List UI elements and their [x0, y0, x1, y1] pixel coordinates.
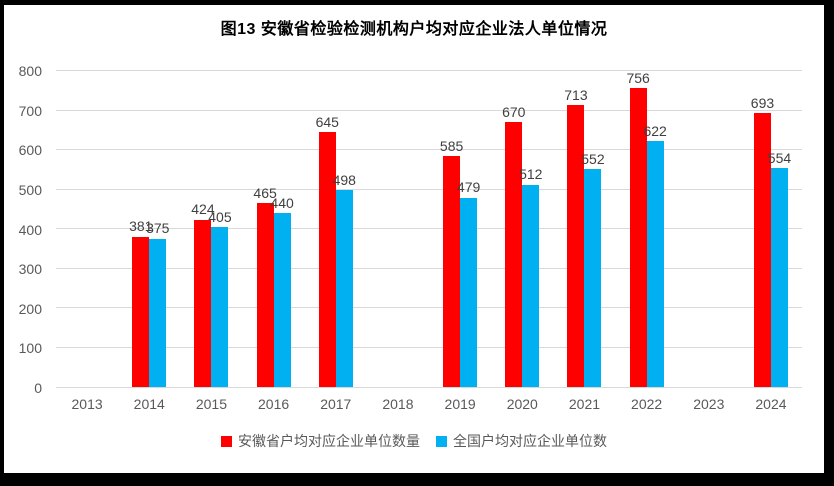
legend-label: 安徽省户均对应企业单位数量 [238, 433, 420, 449]
legend-item-0: 安徽省户均对应企业单位数量 [221, 431, 420, 451]
y-tick-label: 700 [18, 102, 42, 119]
x-tick-label-2017: 2017 [320, 396, 352, 412]
category-slot-2015: 424 405 [180, 71, 242, 387]
x-tick-label-2023: 2023 [693, 396, 725, 412]
gridline [56, 267, 802, 269]
bar-2021: 713 [564, 87, 588, 387]
legend-swatch-icon [436, 435, 447, 447]
y-tick-label: 0 [34, 380, 42, 396]
x-tick-label-2014: 2014 [133, 396, 165, 412]
bar-data-label: 498 [332, 171, 356, 188]
gridline [56, 307, 802, 308]
y-tick-label: 600 [18, 142, 42, 159]
bar-data-label: 512 [519, 166, 543, 183]
bar-data-label: 479 [456, 179, 481, 196]
category-slot-2020: 670 512 [491, 71, 553, 387]
x-tick-label-2022: 2022 [631, 396, 663, 412]
bar-data-label: 622 [643, 122, 667, 139]
x-axis: 2013 2014 2015 2016 2017 2018 2019 2020 2021 2022… [56, 396, 802, 414]
y-tick-label: 200 [18, 300, 42, 317]
category-slot-2014: 381 375 [118, 71, 180, 387]
bar-2022: 756 [626, 70, 650, 387]
bar-data-label: 756 [626, 70, 650, 86]
y-tick-label: 800 [18, 63, 42, 79]
bar-2016: 440 [270, 195, 294, 387]
category-slot-2018 [367, 71, 429, 387]
category-slot-2016: 465 440 [243, 71, 305, 387]
category-slot-2022: 756 622 [616, 70, 678, 387]
bar-data-label: 381 [129, 218, 153, 235]
x-tick-label-2021: 2021 [568, 396, 601, 412]
bar-2014: 381 [129, 218, 152, 387]
bar-2020: 670 [502, 104, 525, 387]
legend-label: 全国户均对应企业单位数 [453, 433, 607, 449]
bar-2019: 479 [457, 180, 480, 387]
category-slot-2019: 585 479 [429, 71, 491, 387]
bar-data-label: 713 [564, 86, 588, 103]
bar-data-label: 585 [439, 137, 464, 154]
chart-title: 图13 安徽省检验检测机构户均对应企业法人单位情况 [220, 21, 608, 38]
bar-data-label: 554 [767, 149, 792, 166]
gridline [56, 70, 802, 71]
bar-2024: 554 [768, 150, 791, 387]
category-slot-2023 [678, 71, 740, 387]
bar-2017: 498 [333, 172, 356, 387]
legend-swatch-icon [221, 435, 232, 447]
gridline [56, 149, 802, 150]
legend-item-1: 全国户均对应企业单位数 [436, 431, 607, 451]
y-tick-label: 300 [18, 261, 42, 278]
gridline [56, 109, 802, 111]
legend: 安徽省户均对应企业单位数量 全国户均对应企业单位数 [4, 431, 824, 451]
gridline [56, 188, 802, 190]
x-tick-label-2013: 2013 [71, 396, 103, 412]
bar-2015: 405 [208, 209, 232, 387]
category-slot-2013 [56, 71, 118, 387]
bar-slots: 381 375 424 405 465 440 645 498 585 479 670 512 713 5… [56, 70, 802, 387]
plot-area: 381 375 424 405 465 440 645 498 585 479 670 512 713 5… [56, 70, 802, 388]
bar-2022: 622 [643, 123, 667, 387]
x-tick-label-2016: 2016 [258, 396, 290, 412]
bar-data-label: 670 [502, 103, 526, 120]
bar-2019: 585 [440, 138, 463, 387]
category-slot-2024: 693 554 [740, 71, 802, 387]
x-tick-label-2018: 2018 [382, 396, 414, 412]
x-tick-label-2015: 2015 [195, 396, 227, 412]
y-tick-label: 500 [18, 181, 42, 198]
bar-2024: 693 [751, 95, 774, 387]
gridline [56, 228, 802, 229]
bar-2021: 552 [581, 151, 605, 387]
gridline [56, 346, 802, 348]
bar-data-label: 405 [208, 208, 232, 225]
x-tick-label-2024: 2024 [755, 396, 787, 412]
bar-data-label: 552 [581, 150, 605, 167]
bar-data-label: 440 [270, 194, 294, 211]
bar-data-label: 645 [315, 113, 339, 130]
bar-2016: 465 [253, 185, 277, 387]
x-tick-label-2020: 2020 [506, 396, 538, 412]
bar-2017: 645 [316, 114, 339, 387]
bar-2014: 375 [146, 221, 169, 387]
category-slot-2017: 645 498 [305, 71, 367, 387]
y-tick-label: 100 [18, 340, 42, 357]
bar-data-label: 465 [253, 184, 277, 201]
bar-data-label: 424 [191, 201, 215, 218]
x-tick-label-2019: 2019 [444, 396, 476, 412]
bar-data-label: 693 [750, 94, 775, 111]
category-slot-2021: 713 552 [553, 71, 615, 387]
bar-2020: 512 [519, 166, 542, 387]
chart-canvas: 图13 安徽省检验检测机构户均对应企业法人单位情况 0 100 200 300 400 5… [4, 5, 824, 473]
y-tick-label: 400 [18, 221, 42, 238]
bar-2015: 424 [191, 201, 215, 387]
bar-data-label: 375 [146, 220, 170, 237]
y-axis: 0 100 200 300 400 500 600 700 800 [4, 64, 48, 395]
